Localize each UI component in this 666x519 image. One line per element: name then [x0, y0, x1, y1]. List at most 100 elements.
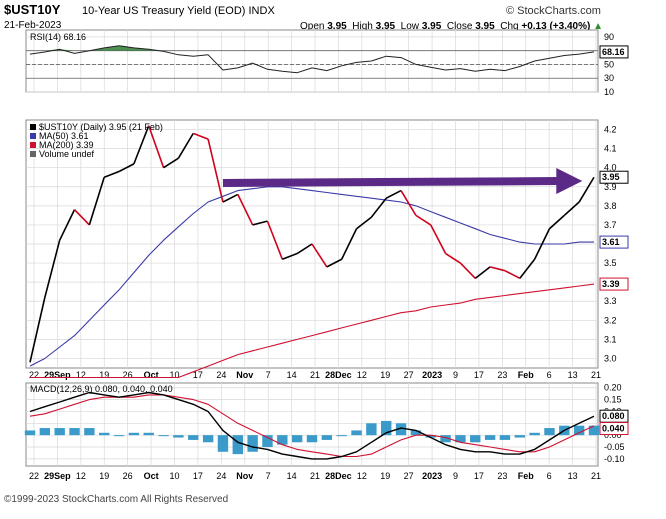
macd-signal-value-label: 0.040	[602, 424, 625, 434]
price-y-tick-label: 3.8	[604, 201, 617, 211]
macd-value-label: 0.080	[602, 411, 625, 421]
price-y-tick-label: 3.7	[604, 220, 617, 230]
macd-histogram-bar	[381, 420, 392, 436]
close-value: 3.95	[475, 21, 495, 32]
macd-histogram-bar	[291, 435, 303, 443]
chg-value: +0.13 (+3.40%)	[521, 21, 591, 32]
price-y-tick-label: 3.0	[604, 353, 617, 363]
x-tick-label: 12	[76, 471, 86, 481]
macd-histogram-bar	[54, 428, 65, 436]
macd-title: MACD(12,26,9) 0.080, 0.040, 0.040	[30, 384, 173, 394]
price-segment	[504, 269, 521, 280]
macd-y-tick-label: 0.20	[604, 383, 622, 393]
x-tick-label: 19	[99, 370, 109, 380]
chg-up-arrow-icon: ▲	[593, 21, 603, 32]
price-segment	[563, 201, 580, 216]
x-tick-label: 17	[474, 370, 484, 380]
macd-histogram-bar	[84, 428, 95, 436]
macd-histogram-bar	[455, 435, 466, 443]
price-segment	[370, 197, 387, 218]
open-value: 3.95	[327, 21, 347, 32]
price-segment	[296, 243, 313, 255]
trend-arrow-head	[556, 168, 583, 195]
x-tick-label: 22	[29, 370, 39, 380]
legend-swatch	[30, 124, 36, 130]
macd-histogram-bar	[306, 435, 318, 443]
price-segment	[163, 157, 179, 169]
price-segment	[58, 209, 76, 241]
x-tick-label: 23	[497, 370, 507, 380]
macd-histogram-bar	[588, 425, 600, 436]
macd-histogram-bar	[544, 428, 555, 436]
price-segment	[177, 132, 194, 159]
x-tick-label: 28Dec	[325, 471, 352, 481]
macd-histogram-bar	[321, 435, 333, 440]
price-segment	[356, 216, 372, 230]
macd-histogram-bar	[24, 430, 36, 436]
rsi-y-tick-label: 10	[604, 87, 614, 97]
x-tick-label: 17	[193, 471, 203, 481]
x-tick-label: 26	[123, 370, 133, 380]
price-segment	[430, 224, 447, 254]
price-y-tick-label: 4.1	[604, 144, 617, 154]
x-tick-label: 27	[404, 471, 414, 481]
macd-histogram-bar	[247, 435, 258, 452]
macd-histogram-bar	[366, 423, 377, 436]
price-segment	[474, 266, 491, 279]
open-label: Open	[300, 21, 325, 32]
price-segment	[385, 189, 402, 199]
macd-histogram-bar	[440, 435, 451, 443]
brand-label: © StockCharts.com	[506, 5, 601, 17]
symbol-description: 10-Year US Treasury Yield (EOD)	[82, 5, 246, 17]
price-segment	[147, 125, 165, 168]
rsi-title: RSI(14) 68.16	[30, 32, 86, 42]
x-tick-label: 21	[310, 471, 320, 481]
macd-histogram-bar	[410, 430, 422, 436]
macd-histogram-bar	[113, 435, 125, 437]
price-segment	[44, 239, 61, 298]
price-segment	[29, 297, 46, 363]
rsi-y-tick-label: 50	[604, 59, 614, 69]
ma50-line	[29, 186, 594, 367]
price-segment	[192, 132, 209, 140]
macd-signal-value-box	[599, 422, 629, 436]
x-tick-label: 13	[568, 471, 578, 481]
macd-histogram-bar	[158, 435, 169, 437]
x-tick-label: 26	[123, 471, 133, 481]
x-tick-label: Oct	[144, 471, 159, 481]
x-tick-label: 22	[29, 471, 39, 481]
macd-histogram-bar	[514, 435, 525, 438]
macd-histogram-bar	[573, 425, 585, 436]
x-tick-label: 17	[193, 370, 203, 380]
macd-histogram-bar	[277, 435, 288, 445]
macd-histogram-bar	[529, 432, 540, 436]
price-y-tick-label: 4.0	[604, 163, 617, 173]
macd-y-tick-label: 0.00	[604, 430, 622, 440]
macd-histogram-bar	[484, 435, 496, 440]
x-tick-label: 10	[169, 471, 179, 481]
macd-histogram-bar	[188, 435, 199, 440]
chart-date: 21-Feb-2023	[4, 20, 62, 31]
x-tick-label: Oct	[144, 370, 159, 380]
price-segment	[415, 214, 432, 226]
ma200-line	[30, 283, 595, 379]
price-segment	[133, 125, 150, 165]
price-segment	[73, 209, 90, 226]
price-segment	[266, 220, 284, 260]
x-tick-label: 12	[76, 370, 86, 380]
x-tick-label: 17	[474, 471, 484, 481]
price-segment	[519, 258, 536, 279]
x-tick-label: 6	[547, 471, 552, 481]
macd-line	[29, 391, 595, 460]
trend-arrow-shaft	[222, 177, 559, 187]
x-tick-label: 23	[497, 471, 507, 481]
macd-histogram-bar	[128, 432, 140, 436]
high-value: 3.95	[375, 21, 396, 32]
x-tick-label: 2023	[422, 471, 442, 481]
price-value-label: 3.95	[602, 172, 620, 182]
chart-symbol: $UST10Y	[4, 2, 61, 17]
price-segment	[489, 266, 506, 272]
price-y-tick-label: 3.1	[604, 334, 617, 344]
legend-entry: Volume undef	[39, 149, 95, 159]
